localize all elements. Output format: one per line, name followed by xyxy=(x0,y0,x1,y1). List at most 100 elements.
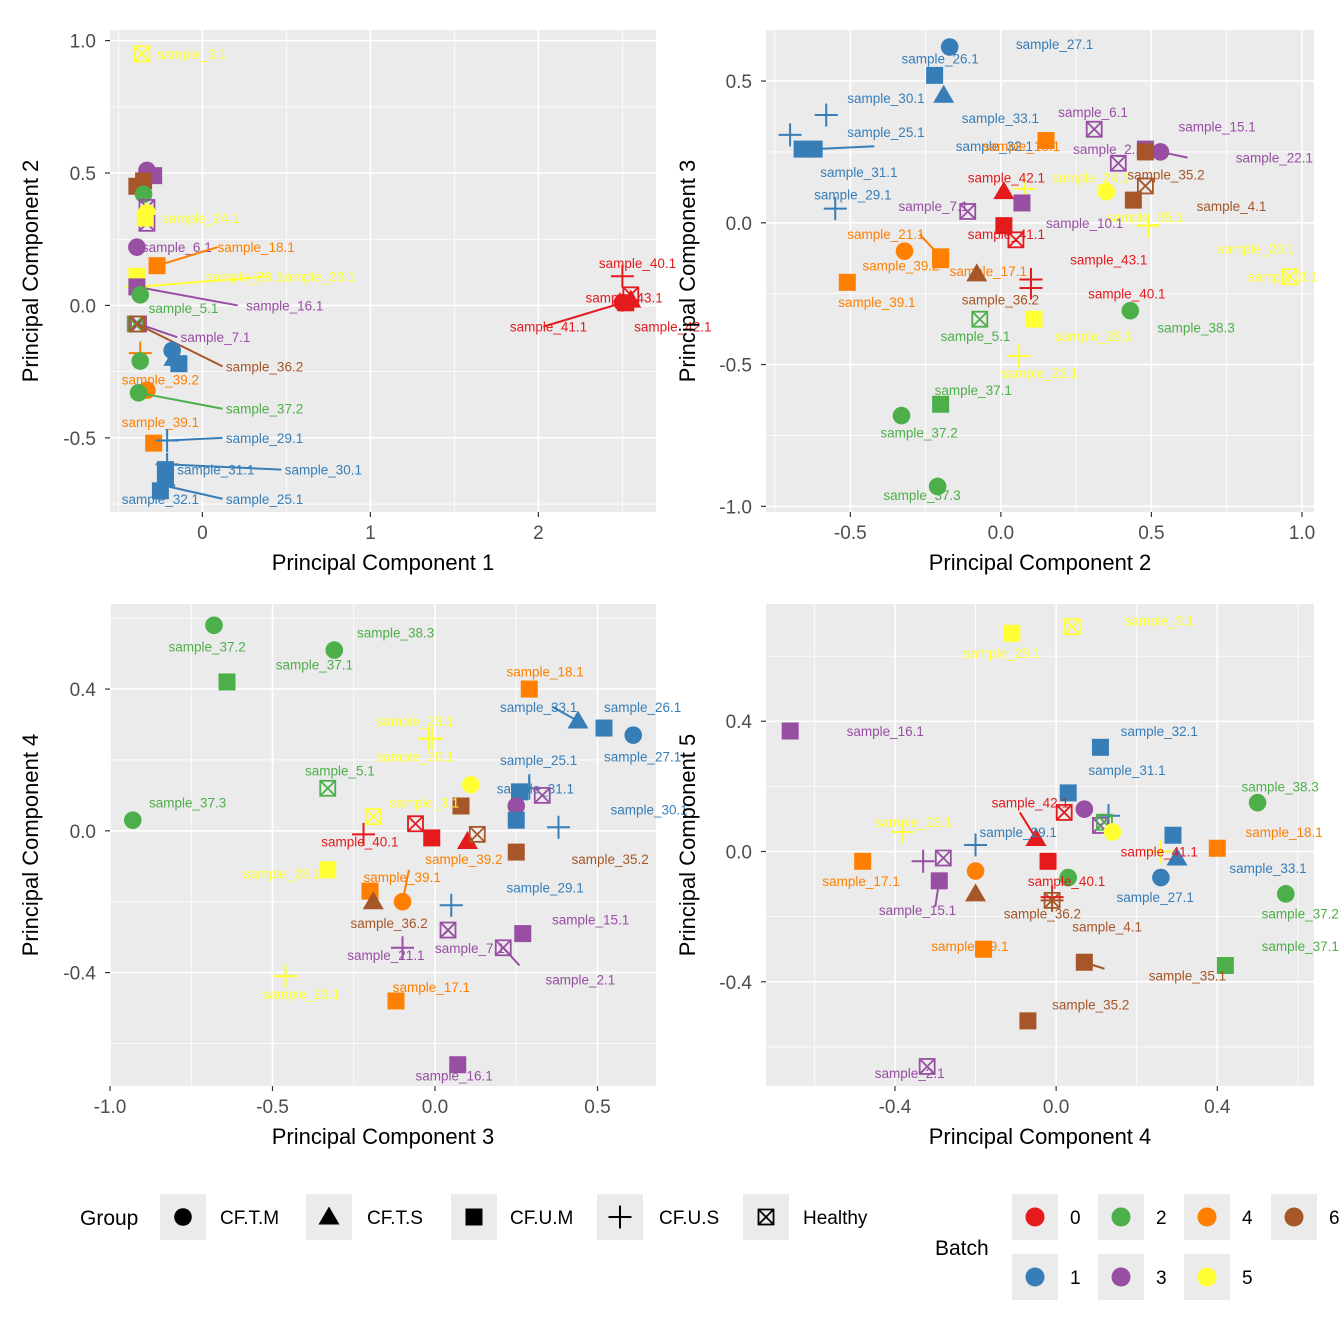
label-leader-line xyxy=(167,463,282,471)
point-label: sample_15.1 xyxy=(1179,119,1256,134)
group-legend-keys: CF.T.M CF.T.S CF.U.M CF.U.S Healthy xyxy=(160,1194,868,1240)
group-key-healthy: Healthy xyxy=(743,1194,868,1240)
plot-background xyxy=(110,604,656,1086)
data-point xyxy=(364,808,382,826)
point-label: sample_38.3 xyxy=(1157,321,1234,336)
point-label: sample_40.1 xyxy=(1028,874,1105,889)
data-point xyxy=(1216,957,1234,974)
data-point xyxy=(1037,132,1055,150)
x-tick-label: 0.0 xyxy=(988,523,1014,544)
data-point xyxy=(1059,784,1077,802)
data-point xyxy=(823,197,847,221)
point-label: sample_16.1 xyxy=(416,1068,493,1083)
point-label: sample_39.2 xyxy=(862,258,939,273)
data-point xyxy=(1109,154,1127,172)
data-point xyxy=(964,833,988,857)
y-axis-title: Principal Component 5 xyxy=(675,734,700,957)
group-key-label: CF.U.M xyxy=(510,1208,573,1229)
data-point xyxy=(352,822,375,846)
point-label: sample_4.1 xyxy=(1072,919,1142,934)
point-label: sample_22.1 xyxy=(1236,151,1313,166)
data-point xyxy=(145,434,163,452)
data-point xyxy=(1007,344,1031,368)
y-tick-label: 1.0 xyxy=(70,32,96,53)
data-point xyxy=(533,786,551,804)
data-point xyxy=(129,384,148,402)
data-point xyxy=(514,925,532,943)
data-point xyxy=(452,797,470,815)
data-point xyxy=(136,209,154,227)
data-point xyxy=(449,1056,467,1074)
data-point xyxy=(993,181,1015,200)
point-label: sample_30.1 xyxy=(847,91,924,106)
point-label: sample_43.1 xyxy=(1070,253,1147,268)
y-axis-title: Principal Component 4 xyxy=(18,734,43,957)
point-label: sample_42.1 xyxy=(968,170,1045,185)
point-label: sample_2.1 xyxy=(1073,142,1143,157)
batch-key-label: 1 xyxy=(1070,1268,1081,1289)
data-point xyxy=(1152,868,1170,887)
pc3-vs-pc4-panel: -1.0 -0.5 0.0 0.5 -0.4 0.0 0.4 Principal Compon… xyxy=(18,604,688,1149)
data-point xyxy=(1208,839,1226,857)
point-label: sample_39.1 xyxy=(838,295,915,310)
point-label: sample_15.1 xyxy=(879,903,956,918)
batch-key-1: 1 xyxy=(1012,1254,1081,1300)
point-label: sample_2.1 xyxy=(875,1066,945,1081)
data-point xyxy=(778,123,802,147)
data-point xyxy=(854,852,872,870)
data-point xyxy=(1039,852,1057,870)
data-point xyxy=(613,293,632,312)
x-tick-label: -1.0 xyxy=(94,1097,127,1118)
point-label: sample_18.1 xyxy=(218,240,295,255)
point-label: sample_39.2 xyxy=(425,852,502,867)
point-label: sample_26.1 xyxy=(604,700,681,715)
point-label: sample_7.1 xyxy=(435,941,505,956)
data-point xyxy=(148,257,166,275)
point-label: sample_17.1 xyxy=(393,980,470,995)
data-point xyxy=(895,242,914,260)
point-label: sample_3.1 xyxy=(157,47,227,62)
data-point xyxy=(971,310,989,328)
data-point xyxy=(1097,182,1116,201)
data-point xyxy=(805,140,823,158)
point-label: sample_18.1 xyxy=(1246,825,1323,840)
y-tick-label: 0.0 xyxy=(70,296,96,317)
point-label: sample_5.1 xyxy=(941,329,1011,344)
legend-boxx-symbol xyxy=(757,1208,775,1226)
data-point xyxy=(439,921,457,939)
data-point xyxy=(567,710,589,729)
data-point xyxy=(1025,310,1043,328)
point-label: sample_35.2 xyxy=(572,852,649,867)
data-point xyxy=(393,892,412,911)
data-point xyxy=(1281,268,1299,286)
data-point xyxy=(838,273,856,291)
point-label: sample_39.1 xyxy=(364,870,441,885)
y-tick-label: 0.0 xyxy=(726,843,752,864)
label-leader-line xyxy=(136,323,224,368)
data-points: sample_3.1 sample_28.1 sample_16.1 sample_3… xyxy=(781,613,1339,1081)
data-point xyxy=(461,775,480,794)
data-point xyxy=(156,469,174,487)
point-label: sample_32.1 xyxy=(1121,724,1198,739)
point-label: sample_7.1 xyxy=(898,199,968,214)
data-point xyxy=(1085,120,1103,138)
y-tick-label: 0.5 xyxy=(726,72,752,93)
y-tick-label: 0.0 xyxy=(726,214,752,235)
data-point xyxy=(995,217,1013,235)
y-tick-label: -0.5 xyxy=(63,429,96,450)
data-point xyxy=(1124,191,1142,209)
point-label: sample_28.1 xyxy=(206,269,283,284)
point-label: sample_36.2 xyxy=(1004,906,1081,921)
label-leader-line xyxy=(543,301,623,328)
data-point xyxy=(940,38,959,56)
point-label: sample_35.1 xyxy=(1106,210,1183,225)
label-leader-line xyxy=(156,246,218,267)
x-tick-label: 0.0 xyxy=(422,1097,448,1118)
point-label: sample_37.2 xyxy=(226,402,303,417)
point-label: sample_16.1 xyxy=(847,724,924,739)
point-label: sample_27.1 xyxy=(1117,890,1194,905)
data-point xyxy=(362,891,384,910)
data-point xyxy=(205,616,223,635)
label-leader-line xyxy=(136,275,270,288)
x-tick-label: 0 xyxy=(197,523,208,544)
